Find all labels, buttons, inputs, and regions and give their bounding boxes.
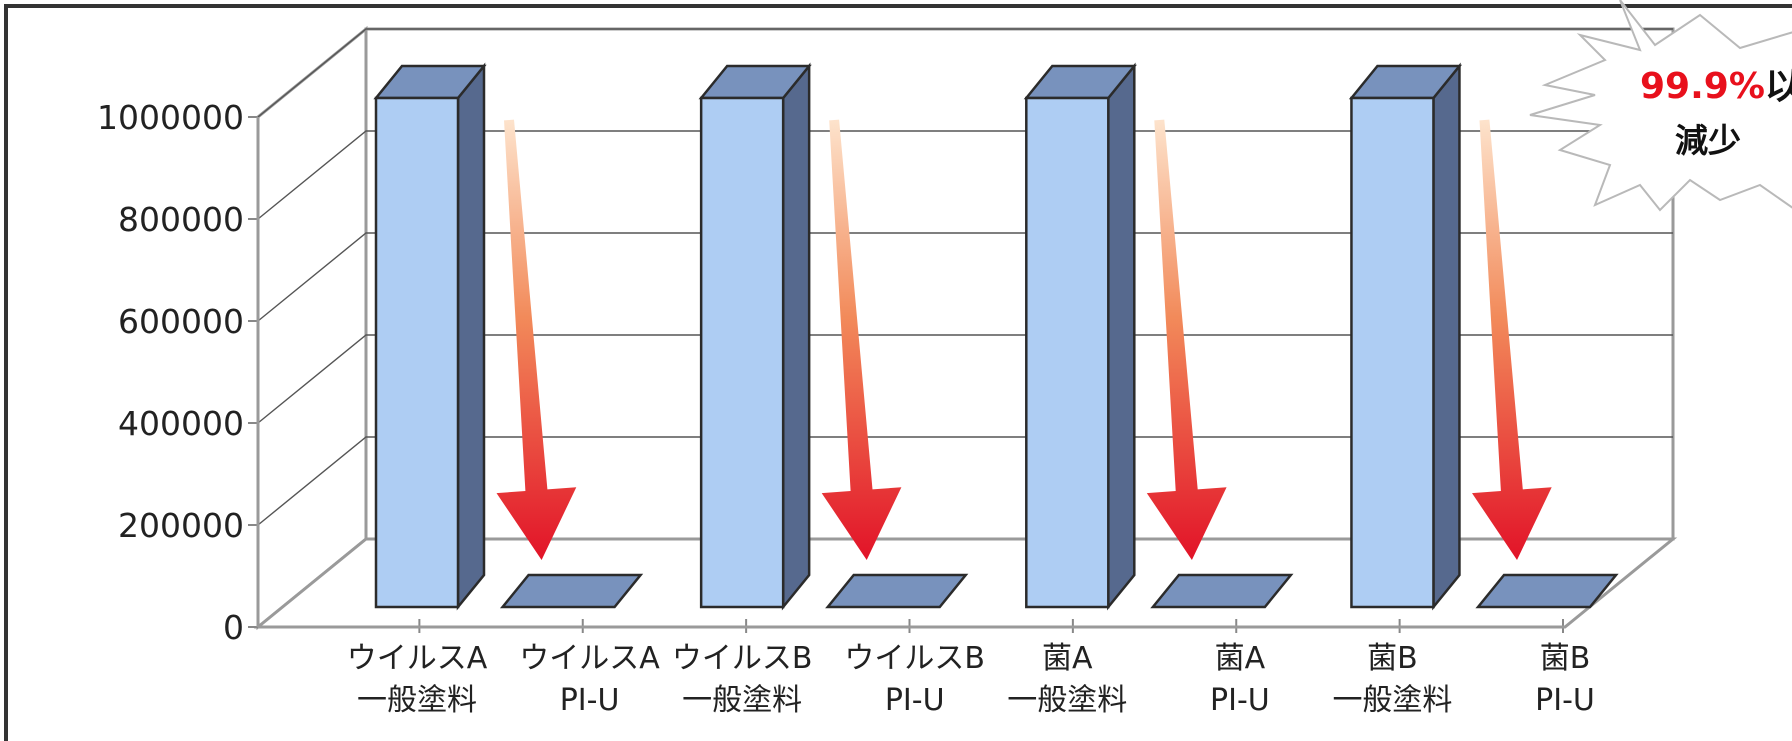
- x-tick-label-line2: 一般塗料: [1007, 683, 1127, 718]
- x-tick-label-line2: 一般塗料: [1332, 683, 1452, 718]
- bar: [1023, 62, 1137, 611]
- bar-flat-face: [825, 573, 969, 609]
- down-arrow: [821, 119, 902, 560]
- bar: [1348, 62, 1463, 611]
- y-tick-label: 400000: [118, 404, 244, 443]
- gridline: [257, 28, 1673, 118]
- bar: [499, 573, 644, 609]
- bars: [373, 62, 1619, 611]
- x-tick-label-line1: ウイルスB: [844, 641, 985, 676]
- starburst-shape: [1529, 0, 1792, 212]
- back-wall: [364, 27, 1675, 541]
- x-axis: ウイルスA一般塗料ウイルスAPI-UウイルスB一般塗料ウイルスBPI-U菌A一般…: [258, 619, 1595, 718]
- x-tick-label-line2: PI-U: [885, 683, 945, 718]
- x-tick-label-line2: PI-U: [1535, 683, 1595, 718]
- bar-side-face: [456, 62, 486, 611]
- x-tick-label-line2: 一般塗料: [357, 683, 477, 718]
- y-tick-label: 0: [223, 608, 244, 647]
- bar: [373, 62, 487, 611]
- x-tick-label-line1: 菌A: [1215, 641, 1266, 676]
- x-tick-label-line1: 菌B: [1540, 641, 1591, 676]
- callout-line2: 減少: [1675, 121, 1741, 160]
- y-axis: 0 200000 400000 600000 800000 1000000: [97, 98, 260, 647]
- x-tick-label-line1: ウイルスA: [519, 641, 660, 676]
- gridline: [257, 436, 1673, 526]
- bar-flat-face: [1150, 573, 1294, 609]
- x-tick-label-line1: ウイルスA: [347, 641, 488, 676]
- x-tick-label-line2: 一般塗料: [682, 683, 802, 718]
- x-tick-label-line1: 菌B: [1367, 641, 1418, 676]
- bar: [698, 62, 812, 611]
- x-tick-label-line1: 菌A: [1042, 641, 1093, 676]
- down-arrow: [1146, 119, 1227, 560]
- bar-side-face: [1107, 62, 1136, 611]
- reduction-arrows: [496, 119, 1552, 560]
- gridlines: [257, 28, 1673, 526]
- gridline: [257, 130, 1673, 220]
- x-tick-label-line2: PI-U: [1210, 683, 1270, 718]
- bar: [825, 573, 969, 609]
- bar-flat-face: [499, 573, 644, 609]
- down-arrow: [496, 119, 577, 560]
- bar-side-face: [781, 62, 811, 611]
- bar-flat-face: [1475, 573, 1619, 609]
- bar-front-face: [1025, 96, 1110, 609]
- y-tick-label: 1000000: [97, 98, 244, 137]
- callout-starburst: 99.9%以 減少: [1529, 0, 1792, 212]
- down-arrow: [1472, 119, 1552, 560]
- x-tick-label-line1: ウイルスB: [672, 641, 813, 676]
- side-wall: [256, 25, 368, 631]
- bar-front-face: [374, 96, 460, 609]
- callout-line1: 99.9%以: [1640, 66, 1792, 107]
- bar-front-face: [699, 96, 785, 609]
- callout-value: 99.9%: [1640, 66, 1765, 107]
- bar: [1475, 573, 1619, 609]
- x-tick-label-line2: PI-U: [560, 683, 620, 718]
- bar: [1150, 573, 1294, 609]
- bar-side-face: [1432, 62, 1461, 611]
- y-tick-label: 800000: [118, 200, 244, 239]
- callout-suffix: 以: [1765, 66, 1792, 107]
- y-tick-label: 600000: [118, 302, 244, 341]
- bar-front-face: [1350, 96, 1435, 609]
- gridline: [257, 334, 1673, 424]
- gridline: [257, 232, 1673, 322]
- y-tick-label: 200000: [118, 506, 244, 545]
